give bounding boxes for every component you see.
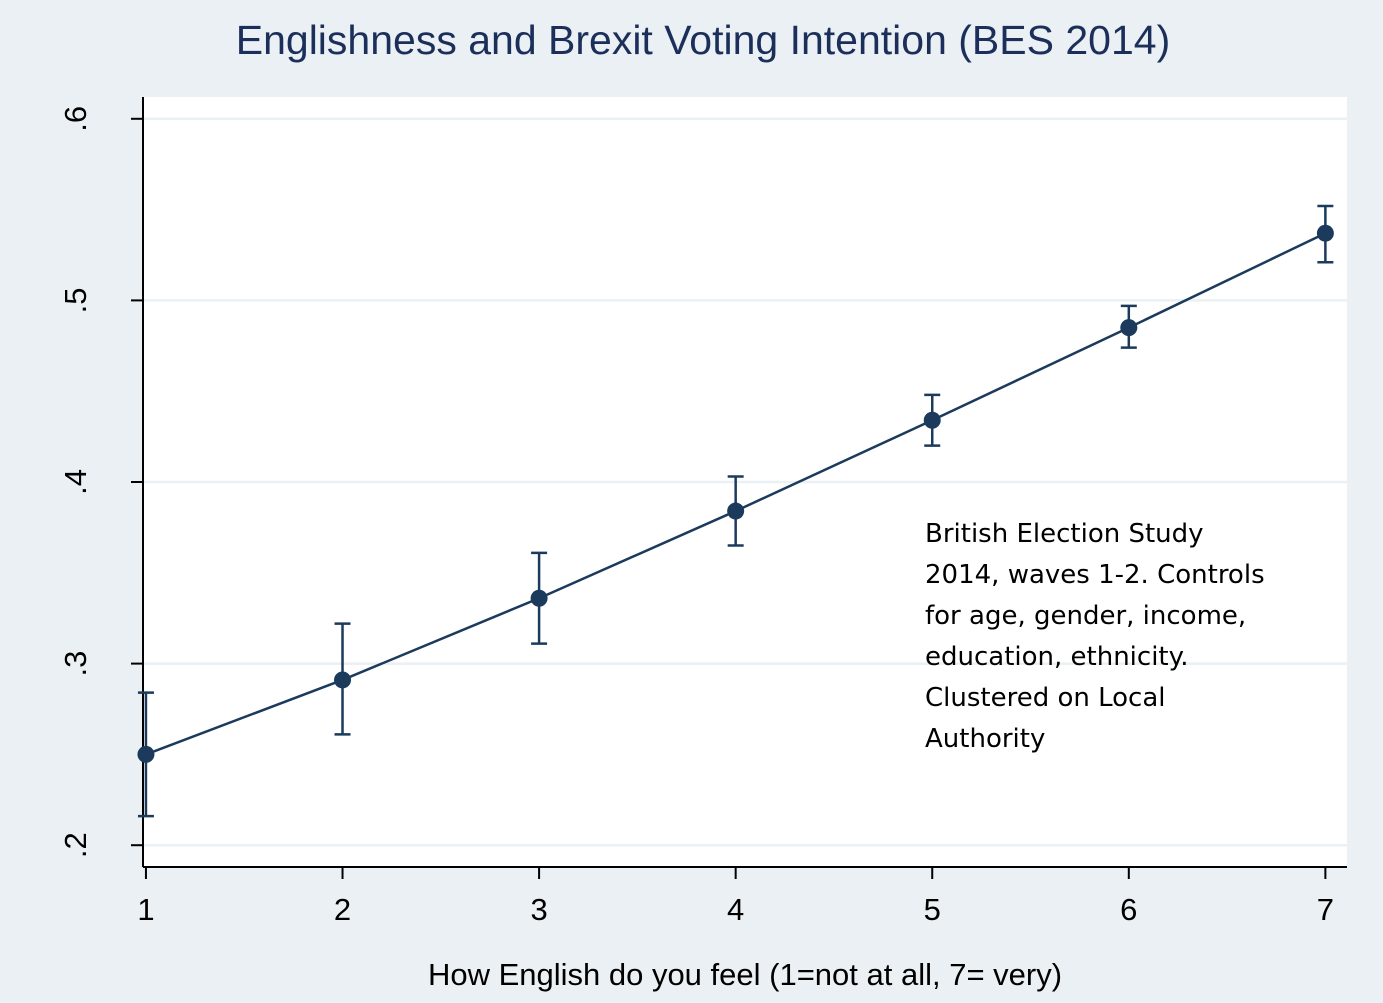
data-point [530,589,548,607]
x-tick-label: 7 [1317,892,1334,927]
annotation-line: education, ethnicity. [925,642,1189,672]
y-tick-label: .4 [58,469,93,495]
x-tick-label: 2 [334,892,351,927]
annotation-line: Clustered on Local [925,683,1166,713]
chart-title: Englishness and Brexit Voting Intention … [236,17,1170,63]
x-tick-label: 3 [530,892,547,927]
data-point [727,502,745,520]
x-tick-label: 4 [727,892,744,927]
annotation-line: Authority [925,724,1045,754]
data-point [137,745,155,763]
y-tick-label: .6 [58,106,93,132]
x-tick-label: 5 [924,892,941,927]
y-tick-label: .5 [58,287,93,313]
data-point [1316,224,1334,242]
data-point [1120,319,1138,337]
annotation-line: 2014, waves 1-2. Controls [925,560,1265,590]
data-point [923,411,941,429]
x-tick-label: 6 [1120,892,1137,927]
data-point [334,671,352,689]
y-tick-label: .3 [58,651,93,677]
x-tick-label: 1 [137,892,154,927]
y-tick-label: .2 [58,832,93,858]
annotation-line: British Election Study [925,519,1204,549]
annotation-line: for age, gender, income, [925,601,1246,631]
x-axis-title: How English do you feel (1=not at all, 7… [428,957,1062,992]
